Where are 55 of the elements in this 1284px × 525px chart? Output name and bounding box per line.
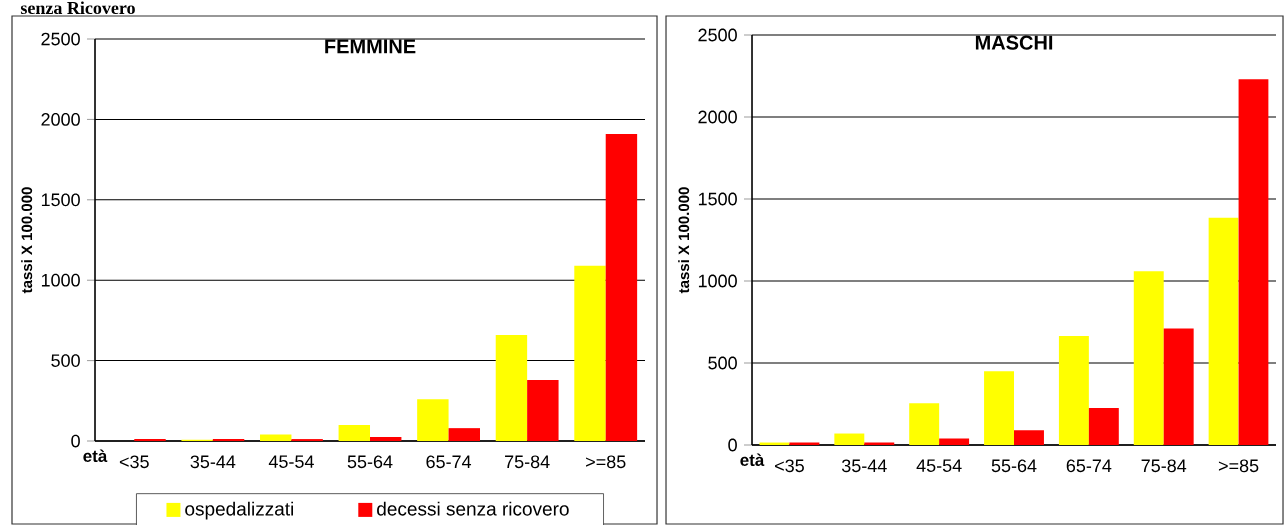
y-tick-label: 2500 xyxy=(698,28,737,42)
bar xyxy=(574,265,606,442)
y-tick-label: 2500 xyxy=(41,32,80,46)
bar xyxy=(338,424,370,442)
x-tick-label: 35-44 xyxy=(841,459,887,473)
bar xyxy=(1238,79,1269,446)
bar xyxy=(495,334,528,442)
x-tick-label: 65-74 xyxy=(426,455,472,469)
bar xyxy=(1163,328,1194,446)
bar xyxy=(984,371,1015,446)
bar xyxy=(1058,335,1089,446)
y-tick-label: 1000 xyxy=(41,273,80,287)
bar xyxy=(834,433,865,446)
bar xyxy=(448,428,480,442)
x-tick-label: 55-64 xyxy=(991,459,1037,473)
y-tick-label: 0 xyxy=(728,438,737,452)
legend-label: decessi senza ricovero xyxy=(377,501,569,516)
x-tick-label: 45-54 xyxy=(916,459,962,472)
chart-title: MASCHI xyxy=(975,35,1053,50)
x-tick-label: 35-44 xyxy=(190,455,236,469)
x-axis-title: età xyxy=(83,449,108,463)
y-tick-label: 2000 xyxy=(41,113,80,126)
y-tick-label: 1500 xyxy=(41,193,80,207)
bar xyxy=(260,434,292,442)
x-tick-label: >=85 xyxy=(1218,459,1259,473)
x-tick-label: <35 xyxy=(119,455,149,469)
bar xyxy=(1208,217,1239,446)
x-tick-label: 75-84 xyxy=(1141,459,1187,473)
y-tick-label: 1500 xyxy=(698,192,737,206)
x-tick-label: >=85 xyxy=(586,455,626,469)
bar xyxy=(605,133,638,442)
x-tick-label: 75-84 xyxy=(505,455,550,469)
x-tick-label: 45-54 xyxy=(268,455,314,468)
x-axis-title: età xyxy=(740,453,765,467)
y-tick-label: 0 xyxy=(71,434,80,448)
x-tick-label: <35 xyxy=(775,459,804,473)
bar xyxy=(1133,271,1164,446)
bar xyxy=(527,379,559,442)
bar xyxy=(417,399,449,442)
y-axis-title: tassi X 100.000 xyxy=(678,187,690,294)
bar xyxy=(1088,408,1119,446)
chart-title: FEMMINE xyxy=(325,39,416,54)
y-tick-label: 500 xyxy=(708,356,737,370)
bar xyxy=(939,438,970,446)
y-axis-title: tassi X 100.000 xyxy=(21,187,33,294)
x-tick-label: 65-74 xyxy=(1066,459,1112,473)
legend-label: ospedalizzati xyxy=(185,501,293,520)
bar xyxy=(1014,430,1044,446)
x-tick-label: 55-64 xyxy=(347,455,393,469)
bar xyxy=(370,436,402,442)
y-tick-label: 1000 xyxy=(698,274,737,288)
bar xyxy=(909,403,940,446)
y-tick-label: 2000 xyxy=(698,110,737,124)
y-tick-label: 500 xyxy=(51,354,80,367)
text: senza Ricovero xyxy=(20,1,135,15)
